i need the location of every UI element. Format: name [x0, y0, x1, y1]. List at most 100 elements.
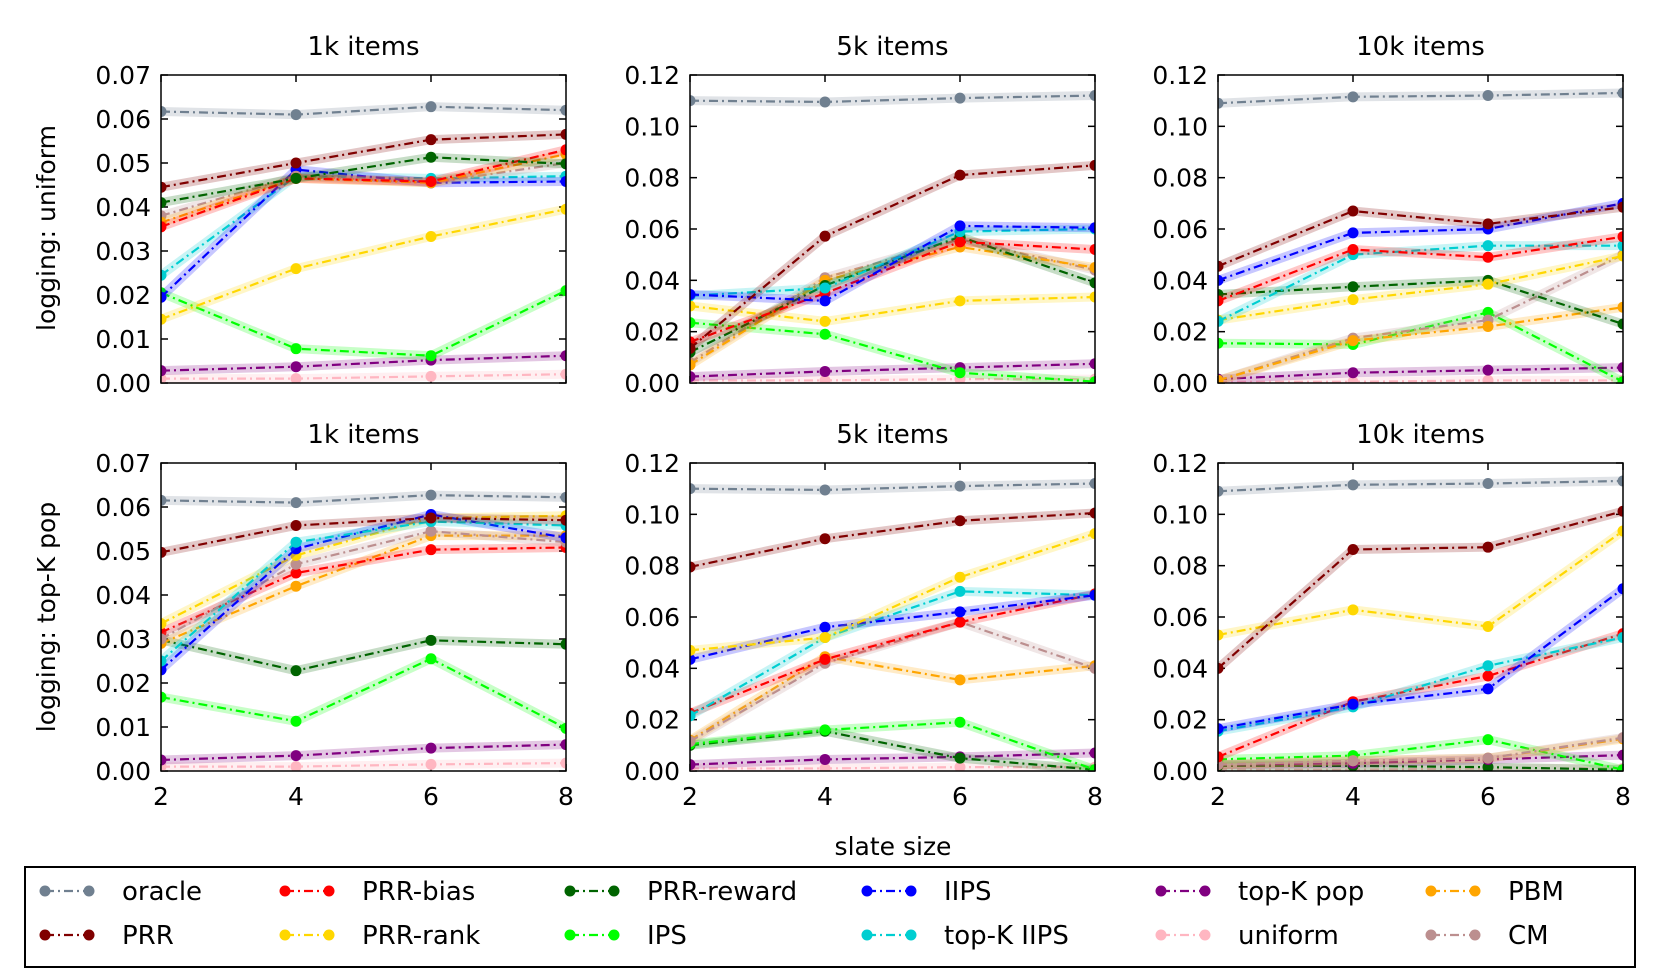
panel-r1c1-prr-point-1: [819, 533, 831, 545]
panel-r0c2-ytick-label-3: 0.06: [1152, 215, 1208, 244]
panel-r0c1-ytick-label-2: 0.04: [624, 266, 680, 295]
panel-r1c2-top-k-iips-point-3: [1617, 632, 1623, 644]
legend-prr-rank-marker-end: [323, 929, 335, 941]
panel-r1c0-prr-reward-point-2: [425, 634, 437, 646]
panel-r0c2-prr-rank-line: [1218, 254, 1623, 322]
panel-r1c2-plot-area: [1218, 463, 1623, 771]
panel-r1c0-top-k-iips-line: [161, 520, 566, 662]
panel-r0c2-top-k-iips-point-0: [1218, 315, 1224, 327]
panel-r0c2-ytick-label-4: 0.08: [1152, 164, 1208, 193]
panel-r0c1-prr-rank-point-2: [954, 295, 966, 307]
panel-r1c1-iips-point-1: [819, 621, 831, 633]
panel-r0c0-prr-reward-point-2: [425, 151, 437, 163]
panel-r0c0-ips-point-3: [560, 285, 566, 297]
panel-r1c1-oracle-point-2: [954, 480, 966, 492]
panel-r1c0-xtick-label-1: 4: [288, 782, 304, 811]
panel-r1c0-uniform-point-3: [560, 757, 566, 769]
panel-r1c0-ytick-label-1: 0.01: [95, 713, 151, 742]
panel-r0c1-prr-rank-point-0: [690, 300, 696, 312]
legend-prr-bias-label: PRR-bias: [362, 877, 475, 907]
panel-r0c2-prr-reward-band: [1218, 275, 1623, 329]
panel-r0c0-prr-bias-point-2: [425, 175, 437, 187]
panel-r0c1-top-k-pop-point-0: [690, 371, 696, 383]
panel-r1c0-ytick-label-3: 0.03: [95, 625, 151, 654]
panel-r0c2-pbm-point-2: [1482, 321, 1494, 333]
panel-r0c2-series: [1218, 87, 1623, 383]
panel-r1c2-title: 10k items: [1356, 420, 1485, 450]
legend-prr-marker-end: [83, 929, 95, 941]
legend-iips-label: IIPS: [944, 877, 992, 907]
panel-r1c1-xtick-label-3: 8: [1087, 782, 1103, 811]
panel-r1c0-ips-point-0: [161, 691, 167, 703]
panel-r0c2-ytick-label-5: 0.10: [1152, 112, 1208, 141]
panel-r1c1-ytick-label-0: 0.00: [624, 757, 680, 786]
panel-r0c2-oracle-point-2: [1482, 90, 1494, 102]
panel-r0c0-prr-reward-point-1: [290, 172, 302, 184]
panel-r0c2-prr-bias-line: [1218, 235, 1623, 302]
panel-r0c2-pbm-point-0: [1218, 374, 1224, 383]
panel-r1c0-ips-point-3: [560, 722, 566, 734]
panel-r1c1-ytick-label-3: 0.06: [624, 603, 680, 632]
panel-r1c1-series: [690, 478, 1095, 771]
legend-top-k-pop-marker-start: [1155, 885, 1167, 897]
panel-r0c2-top-k-iips-point-2: [1482, 240, 1494, 252]
panel-r0c0-ips-line: [161, 289, 566, 357]
panel-r0c1-prr-bias-point-2: [954, 236, 966, 248]
panel-r0c1-iips-point-1: [819, 295, 831, 307]
panel-r1c1-title: 5k items: [836, 420, 948, 450]
panel-r1c0-iips-point-0: [161, 664, 167, 676]
panel-r1c1-cm-point-3: [1089, 662, 1095, 674]
panel-r0c1-top-k-pop-line: [690, 362, 1095, 378]
panel-r1c1: 5k items 0.00 0.02 0.04 0.06 0.08 0.10 0.12 2 4 6 8: [624, 420, 1103, 811]
panel-r1c2-oracle-line: [1218, 479, 1623, 493]
panel-r1c1-prr-point-2: [954, 515, 966, 527]
panel-r0c1-oracle-point-3: [1089, 90, 1095, 102]
legend-oracle-label: oracle: [122, 877, 202, 907]
panel-r1c0-pbm-point-1: [290, 580, 302, 592]
panel-r1c0-ips-point-2: [425, 653, 437, 665]
panel-r0c0-ytick-label-3: 0.03: [95, 237, 151, 266]
panel-r1c0-prr-bias-line: [161, 546, 566, 634]
panel-r0c2-prr-bias-point-1: [1347, 244, 1359, 256]
legend-cm-label: CM: [1508, 921, 1549, 951]
panel-r1c0-series: [161, 489, 566, 771]
panel-r1c0-ips-line: [161, 657, 566, 730]
panel-r1c1-prr-rank-point-1: [819, 632, 831, 644]
panel-r1c2-prr-rank-point-1: [1347, 604, 1359, 616]
panel-r0c2-prr-reward-point-1: [1347, 281, 1359, 293]
panel-r0c0-series: [161, 101, 566, 383]
panel-r0c0-ips-point-1: [290, 343, 302, 355]
panel-r1c1-oracle-point-1: [819, 484, 831, 496]
panel-r0c0-oracle-point-1: [290, 109, 302, 121]
panel-r1c0-prr-bias-point-1: [290, 567, 302, 579]
panel-r1c2-ytick-label-5: 0.10: [1152, 500, 1208, 529]
panel-r1c1-prr-point-0: [690, 561, 696, 573]
panel-r1c0-xtick-label-2: 6: [423, 782, 439, 811]
panel-r0c1-series: [690, 90, 1095, 383]
panel-r1c2-top-k-iips-line: [1218, 636, 1623, 733]
panel-r0c0-ytick-label-7: 0.07: [95, 61, 151, 90]
panel-r0c1-prr-reward-point-3: [1089, 277, 1095, 289]
panel-r0c2-title: 10k items: [1356, 32, 1485, 62]
legend-pbm-marker-start: [1425, 885, 1437, 897]
legend-top-k-iips-marker-end: [905, 929, 917, 941]
panel-r1c0-top-k-pop-point-0: [161, 754, 167, 766]
panel-r1c1-top-k-iips-line: [690, 590, 1095, 717]
panel-r1c1-prr-bias-point-1: [819, 653, 831, 665]
panel-r0c2-top-k-pop-point-3: [1617, 362, 1623, 374]
panel-r0c0-frame: [160, 74, 567, 384]
panels: 1k items 0.00 0.01 0.02 0.03 0.04 0.05 0.06 0.07…: [95, 32, 1631, 811]
legend: oracle PRR-bias PRR-reward IIPS top-K pop PBM…: [24, 866, 1636, 968]
panel-r0c1-iips-line: [690, 224, 1095, 302]
panel-r1c0-uniform-point-2: [425, 758, 437, 770]
panel-r0c1-prr-bias-line: [690, 240, 1095, 343]
panel-r1c1-prr-bias-point-2: [954, 616, 966, 628]
panel-r0c2-pbm-line: [1218, 306, 1623, 382]
legend-pbm-label: PBM: [1508, 877, 1564, 907]
panel-r1c2-prr-point-2: [1482, 541, 1494, 553]
panel-r0c0-prr-rank-point-0: [161, 313, 167, 325]
panel-r1c0-ytick-label-0: 0.00: [95, 757, 151, 786]
panel-r1c1-ips-point-3: [1089, 764, 1095, 771]
panel-r1c1-ips-point-1: [819, 724, 831, 736]
